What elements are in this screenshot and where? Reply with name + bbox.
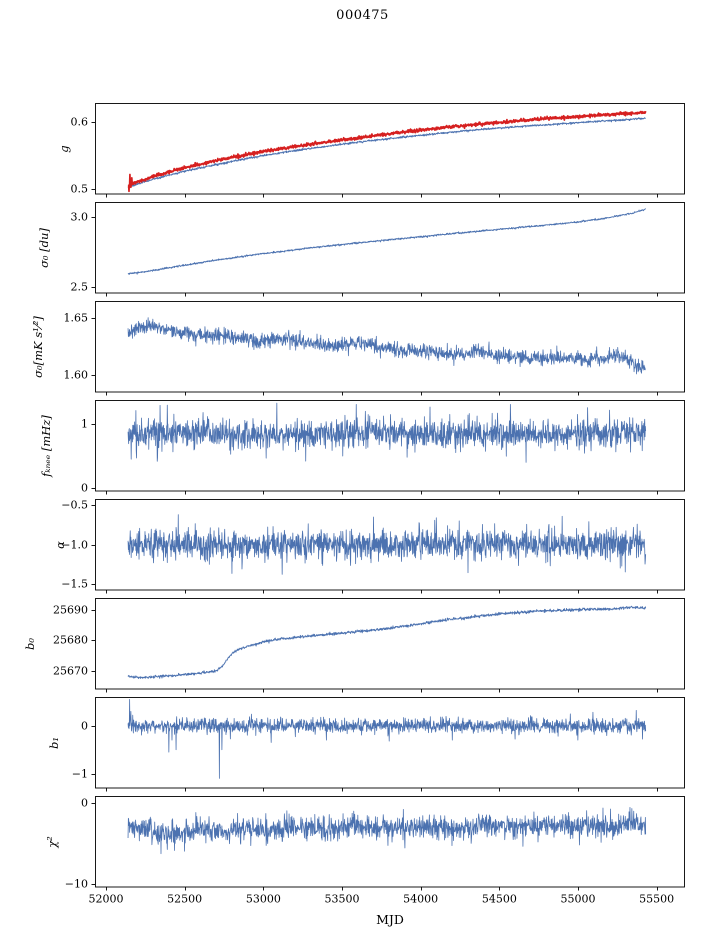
y-axis-label-chi2: χ² bbox=[45, 835, 59, 848]
x-axis-label: MJD bbox=[376, 912, 404, 927]
y-axis-label-sigma0-mK: σ₀[mK s¹⁄²] bbox=[31, 315, 45, 378]
y-axis-label-sigma0-du: σ₀ [du] bbox=[37, 227, 51, 268]
figure-title: 000475 bbox=[336, 8, 389, 23]
y-axis-label-b0: b₀ bbox=[23, 637, 37, 650]
y-axis-label-b1: b₁ bbox=[47, 736, 61, 749]
y-axis-label-gain: g bbox=[57, 144, 71, 153]
y-axis-label-fknee: fₖₙₑₑ [mHz] bbox=[39, 414, 53, 477]
y-axis-label-alpha: α bbox=[53, 540, 67, 549]
